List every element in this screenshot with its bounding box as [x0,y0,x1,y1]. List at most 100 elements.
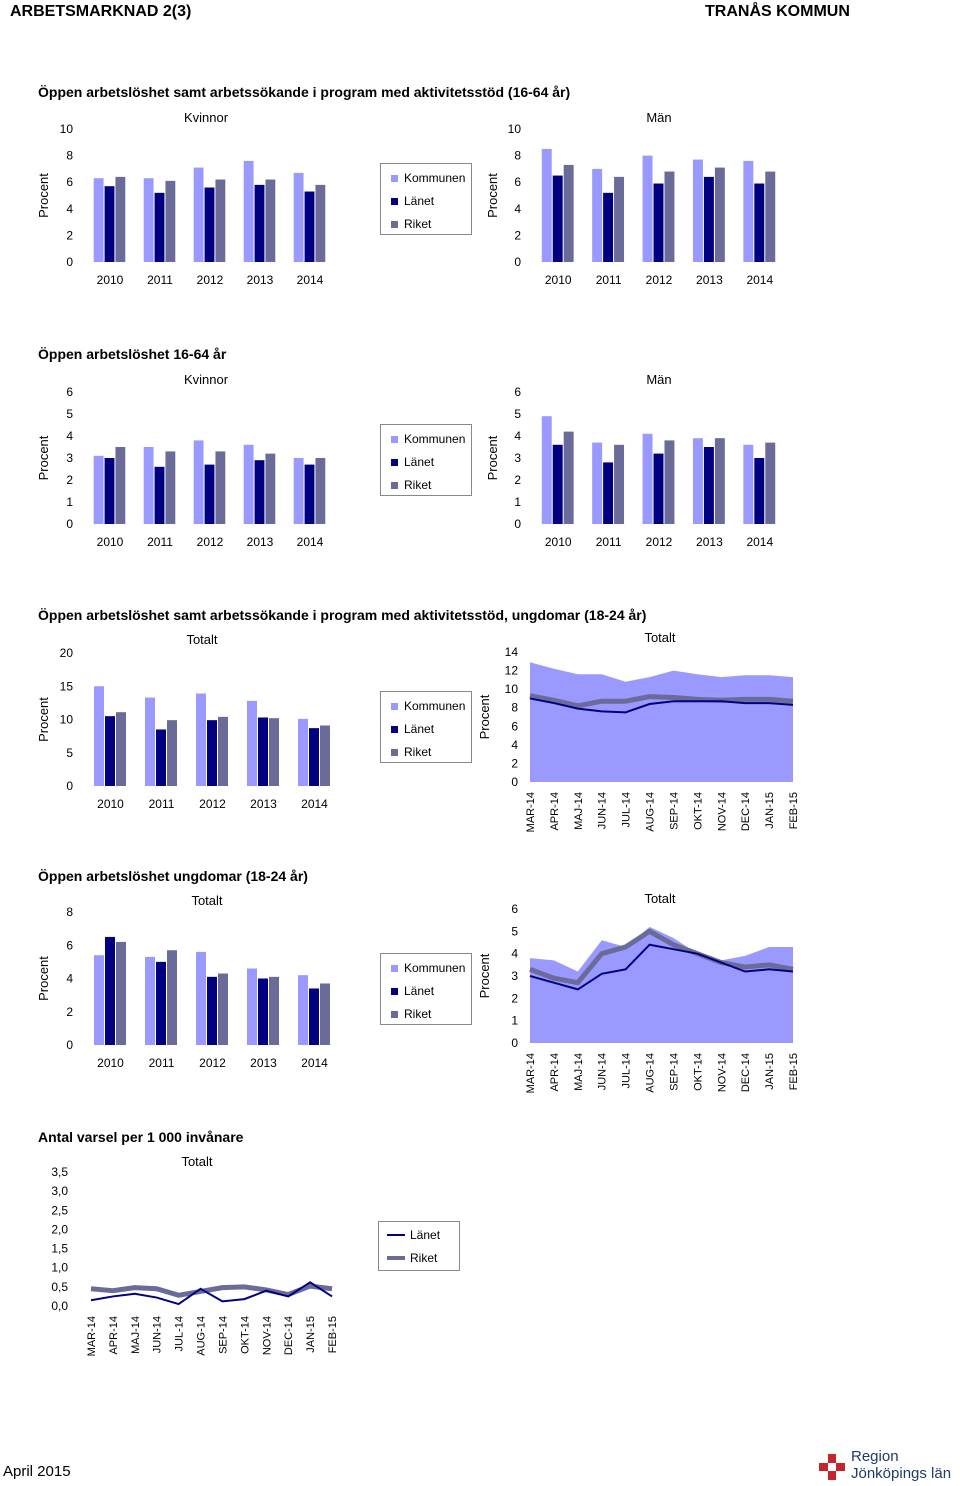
c6-ylabel: Procent [477,694,492,739]
section-title-2: Öppen arbetslöshet 16-64 år [38,346,227,362]
legend-line-riket [387,1256,405,1260]
c2-ytick: 8 [514,149,521,163]
c3-bar-länet [154,466,165,524]
c7-ytick: 6 [66,938,73,952]
c1-bar-länet [154,192,165,262]
c4-bar-riket [765,442,776,524]
c1-xtick: 2012 [197,273,224,287]
c5-ytick: 0 [66,779,73,793]
c8-xtick: MAJ-14 [573,1053,585,1091]
c8-ytick: 0 [511,1036,518,1050]
c8-ytick: 5 [511,924,518,938]
legend-swatch-riket [391,481,398,489]
legend-label-riket: Riket [410,1251,438,1265]
c5-bar-kommunen [298,718,308,786]
c2-ylabel: Procent [485,173,500,218]
c7-bar-kommunen [145,956,155,1045]
c1-bar-riket [115,176,126,262]
c8-xtick: MAR-14 [525,1053,537,1093]
c2-xtick: 2012 [646,273,673,287]
legend-label-riket: Riket [404,478,432,492]
c1-bar-länet [304,191,315,262]
region-logo-icon [819,1454,845,1480]
c8-line-riket [529,928,794,986]
c6-xtick: NOV-14 [716,792,728,831]
c8-xtick: NOV-14 [716,1053,728,1092]
legend-swatch-kommunen [391,174,398,182]
c6-ytick: 14 [505,645,519,659]
c3-ytick: 4 [66,429,73,443]
c6-xtick: AUG-14 [645,792,657,832]
report-title: ARBETSMARKNAD 2(3) [10,3,192,20]
c5-bar-länet [309,728,319,786]
c6-ytick: 2 [511,756,518,770]
logo-text-region: Region [851,1448,899,1465]
legend-2: Kommunen Länet Riket [380,424,472,496]
c5-bar-riket [116,712,126,786]
c8-xtick: APR-14 [549,1053,561,1092]
c7-xtick: 2011 [149,1056,175,1070]
c5-ytick: 15 [60,679,74,693]
c8-line-lanet [529,943,794,991]
c1-xtick: 2011 [147,273,173,287]
c6-ytick: 4 [511,738,518,752]
c1-ytick: 2 [66,228,73,242]
c7-bar-länet [207,976,217,1045]
c3-bar-riket [215,451,226,524]
c4-bar-länet [552,444,563,524]
c4-bar-riket [614,444,625,524]
c7-ytick: 2 [66,1005,73,1019]
c3-bar-kommunen [143,447,154,524]
legend-3: Kommunen Länet Riket [380,691,472,763]
c5-bar-riket [167,720,177,786]
c3-bar-riket [165,451,176,524]
c2-ytick: 6 [514,175,521,189]
c4-bar-kommunen [541,416,552,524]
c5-xtick: 2013 [250,797,277,811]
c9-title: Totalt [181,1154,212,1169]
c1-bar-kommunen [293,172,304,262]
legend-swatch-lanet [391,458,398,466]
c6-line-lanet [529,697,794,714]
c1-bar-länet [254,184,265,262]
c1-ylabel: Procent [36,173,51,218]
c9-ytick: 2,0 [51,1222,68,1236]
c7-bar-länet [105,936,115,1045]
c9-xtick: NOV-14 [261,1316,273,1355]
c5-xtick: 2011 [149,797,175,811]
report-date: April 2015 [3,1463,71,1480]
c2-bar-kommunen [592,168,603,262]
section-title-3: Öppen arbetslöshet samt arbetssökande i … [38,607,647,623]
c6-xtick: JAN-15 [764,792,776,829]
c9-xtick: MAJ-14 [130,1316,142,1354]
c3-title: Kvinnor [184,372,229,387]
legend-label-kommunen: Kommunen [404,699,466,713]
c9-ytick: 3,5 [51,1165,68,1179]
c7-xtick: 2010 [97,1056,124,1070]
c6-area-kommunen [530,662,793,782]
c3-bar-kommunen [293,458,304,524]
c4-ytick: 4 [514,429,521,443]
c3-bar-länet [304,464,315,524]
c8-title: Totalt [644,891,675,906]
c3-bar-kommunen [93,455,104,524]
c5-bar-länet [156,729,166,786]
c1-ytick: 0 [66,255,73,269]
c1-ytick: 10 [60,122,74,136]
section-title-4: Öppen arbetslöshet ungdomar (18-24 år) [38,868,308,884]
c8-xtick: SEP-14 [668,1053,680,1091]
c2-bar-kommunen [642,155,653,262]
c6-xtick: MAR-14 [525,792,537,832]
c4-xtick: 2012 [646,535,673,549]
c4-bar-riket [714,438,725,524]
c4-bar-länet [653,453,664,524]
c8-ylabel: Procent [477,953,492,998]
c3-bar-kommunen [193,440,204,524]
c7-bar-riket [167,950,177,1045]
legend-swatch-lanet [391,725,398,733]
c6-xtick: OKT-14 [692,792,704,830]
c2-ytick: 4 [514,202,521,216]
c1-bar-länet [104,186,115,262]
c6-ytick: 10 [505,682,519,696]
